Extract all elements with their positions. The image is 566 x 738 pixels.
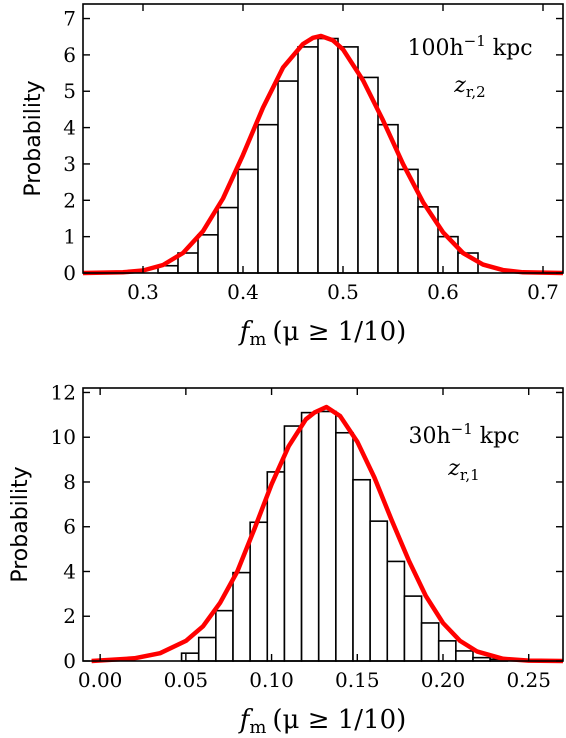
y-tick-label: 2 <box>63 604 76 628</box>
histogram-bar <box>420 622 440 662</box>
x-tick-label: 0.00 <box>78 668 123 692</box>
histogram-bar <box>217 206 239 274</box>
y-tick-label: 6 <box>63 43 76 67</box>
y-tick-label: 12 <box>51 380 76 404</box>
ticks-top: 0.3 0.4 0.5 0.6 0.7 0 1 2 3 4 5 6 7 <box>63 4 563 304</box>
annotation-scale-top: 100h−1 kpc <box>407 32 532 61</box>
histogram-bar <box>369 520 389 662</box>
y-tick-label: 2 <box>63 188 76 212</box>
x-tick-label: 0.10 <box>249 668 294 692</box>
x-tick-label: 0.20 <box>421 668 466 692</box>
histogram-bar <box>352 478 371 662</box>
y-tick-label: 0 <box>63 261 76 285</box>
y-tick-label: 5 <box>63 79 76 103</box>
y-tick-label: 1 <box>63 225 76 249</box>
x-tick-label: 0.7 <box>527 280 559 304</box>
histogram-bar <box>300 411 320 662</box>
fit-curve-top <box>82 33 564 276</box>
histogram-bar <box>455 650 474 662</box>
x-tick-label: 0.6 <box>427 280 459 304</box>
y-tick-label: 6 <box>63 515 76 539</box>
histogram-bar <box>337 46 359 274</box>
plot-frame-top <box>82 3 564 274</box>
histogram-bar <box>237 168 259 274</box>
y-tick-label: 8 <box>63 470 76 494</box>
y-tick-label: 10 <box>51 425 76 449</box>
y-tick-label: 7 <box>63 7 76 31</box>
ticks-bottom: 0.00 0.05 0.10 0.15 0.20 0.25 0 2 4 6 8 10 12 <box>51 380 563 692</box>
plot-frame-bottom <box>82 387 564 662</box>
histogram-bars-top <box>157 37 479 274</box>
fit-curve-bottom <box>91 404 564 664</box>
histogram-bar <box>437 640 457 662</box>
y-tick-label: 3 <box>63 152 76 176</box>
histogram-bar <box>403 595 423 662</box>
histogram-bar <box>317 37 339 274</box>
histogram-bar <box>257 123 279 274</box>
y-tick-label: 4 <box>63 116 76 140</box>
x-tick-label: 0.15 <box>335 668 380 692</box>
histogram-bar <box>386 560 406 662</box>
histogram-bar <box>180 652 200 662</box>
panel-top: 0.3 0.4 0.5 0.6 0.7 0 1 2 3 4 5 6 7 Probability fm (μ… <box>21 3 564 350</box>
histogram-bars-bottom <box>180 410 509 662</box>
y-axis-label-top: Probability <box>21 80 46 196</box>
histogram-bar <box>197 234 219 274</box>
annotation-scale-bottom: 30h−1 kpc <box>408 420 519 449</box>
histogram-bar <box>215 609 234 662</box>
y-axis-label-bottom: Probability <box>8 466 33 582</box>
histogram-bar <box>197 636 217 662</box>
x-tick-label: 0.25 <box>506 668 551 692</box>
histogram-bar <box>266 471 286 662</box>
histogram-bar <box>249 521 269 662</box>
x-axis-label-top: fm (μ ≥ 1/10) <box>238 317 407 350</box>
histogram-bar <box>283 425 303 662</box>
histogram-bar <box>297 46 319 274</box>
histogram-bar <box>335 431 354 662</box>
x-axis-label-bottom: fm (μ ≥ 1/10) <box>238 705 407 738</box>
x-tick-label: 0.05 <box>164 668 209 692</box>
x-tick-label: 0.5 <box>327 280 359 304</box>
histogram-bar <box>317 410 337 662</box>
x-tick-label: 0.3 <box>127 280 159 304</box>
histogram-bar <box>232 571 251 662</box>
annotation-redshift-bottom: zr,1 <box>447 456 479 484</box>
annotation-redshift-top: zr,2 <box>453 73 485 101</box>
y-tick-label: 0 <box>63 649 76 673</box>
panel-bottom: 0.00 0.05 0.10 0.15 0.20 0.25 0 2 4 6 8 10 12 Probab… <box>8 380 564 738</box>
x-tick-label: 0.4 <box>227 280 259 304</box>
y-tick-label: 4 <box>63 559 76 583</box>
histogram-bar <box>277 80 299 274</box>
